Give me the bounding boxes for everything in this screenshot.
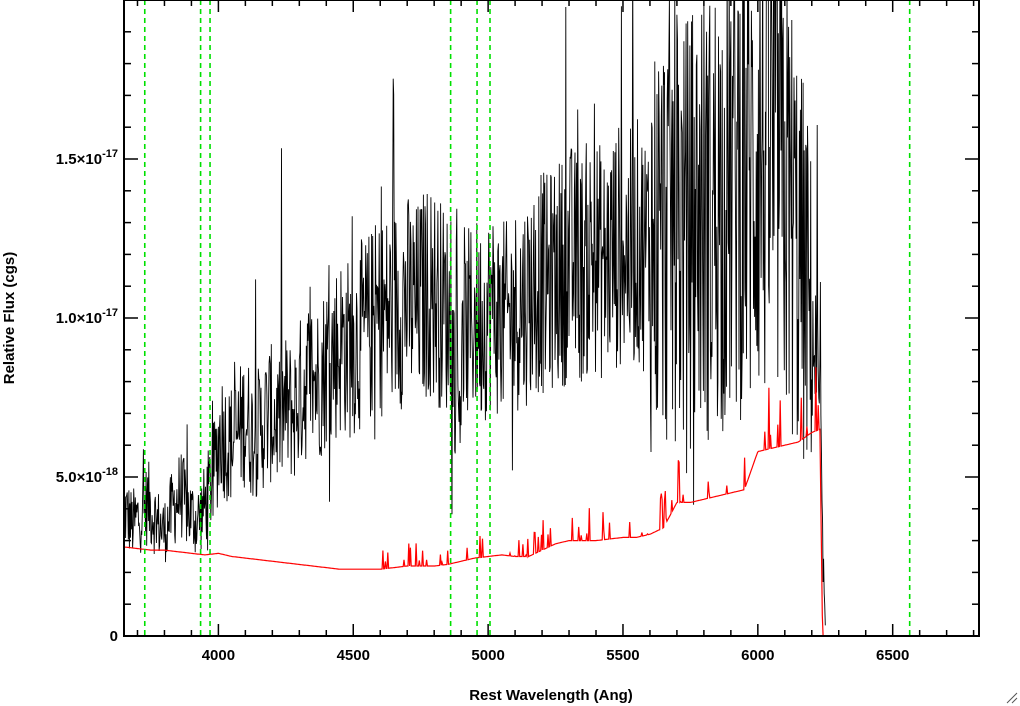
y-tick-label: 1.5×10-17 <box>56 148 118 168</box>
series-line-1 <box>124 0 826 626</box>
x-axis-title: Rest Wavelength (Ang) <box>469 687 633 704</box>
plot-area <box>124 0 979 636</box>
x-tick-label: 5000 <box>471 647 504 664</box>
resize-grip-icon[interactable] <box>1006 692 1018 704</box>
y-tick-label: 5.0×10-18 <box>56 466 118 486</box>
y-axis-title: Relative Flux (cgs) <box>1 252 18 385</box>
x-tick-label: 4000 <box>202 647 235 664</box>
x-tick-label: 4500 <box>337 647 370 664</box>
plot-inner <box>124 0 979 636</box>
x-tick-label: 5500 <box>606 647 639 664</box>
series-line-2 <box>124 367 979 636</box>
y-tick-label: 0 <box>110 628 118 645</box>
x-tick-label: 6000 <box>741 647 774 664</box>
axes: 4000 4500 5000 5500 6000 6500 0 5.0×10-18 1.0×10… <box>56 0 980 664</box>
x-tick-label: 6500 <box>876 647 909 664</box>
y-tick-label: 1.0×10-17 <box>56 307 118 327</box>
